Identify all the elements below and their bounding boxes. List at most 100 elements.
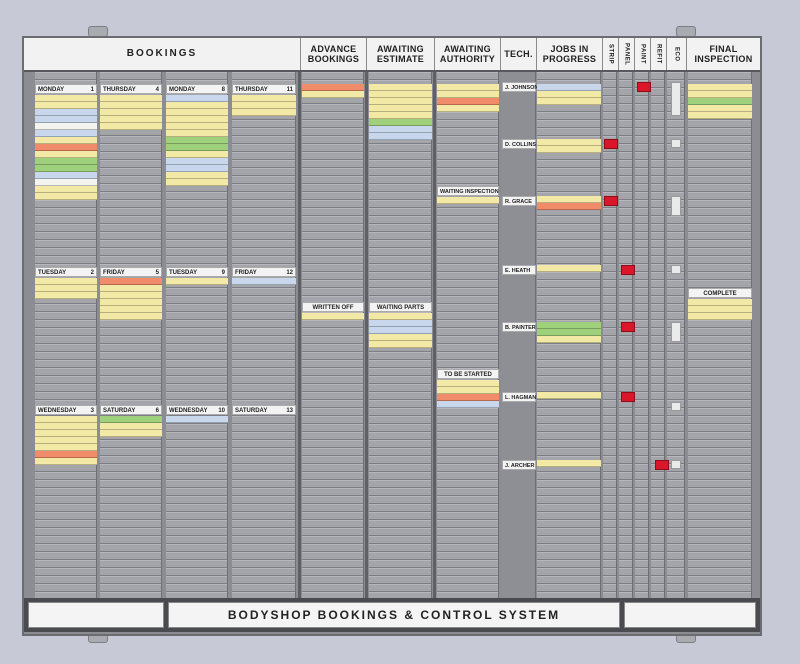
job-card[interactable]: [166, 172, 228, 179]
job-card[interactable]: [166, 151, 228, 158]
job-card[interactable]: [35, 193, 97, 200]
job-card[interactable]: [232, 109, 296, 116]
job-card[interactable]: [35, 123, 97, 130]
job-card[interactable]: [537, 336, 601, 343]
job-card[interactable]: [369, 119, 432, 126]
progress-tag[interactable]: [637, 82, 651, 92]
job-card[interactable]: [537, 196, 601, 203]
job-card[interactable]: [437, 197, 499, 204]
job-card[interactable]: [537, 460, 601, 467]
job-card[interactable]: [688, 112, 752, 119]
eco-tag[interactable]: [671, 402, 681, 411]
job-card[interactable]: [369, 327, 432, 334]
job-card[interactable]: [35, 451, 97, 458]
job-card[interactable]: [35, 95, 97, 102]
job-card[interactable]: [369, 105, 432, 112]
job-card[interactable]: [35, 292, 97, 299]
job-card[interactable]: [35, 423, 97, 430]
job-card[interactable]: [100, 116, 162, 123]
job-card[interactable]: [166, 130, 228, 137]
job-card[interactable]: [100, 285, 162, 292]
job-card[interactable]: [100, 313, 162, 320]
job-card[interactable]: [437, 91, 499, 98]
job-card[interactable]: [537, 392, 601, 399]
job-card[interactable]: [100, 299, 162, 306]
job-card[interactable]: [537, 203, 601, 210]
job-card[interactable]: [35, 285, 97, 292]
job-card[interactable]: [35, 186, 97, 193]
job-card[interactable]: [369, 341, 432, 348]
job-card[interactable]: [166, 109, 228, 116]
job-card[interactable]: [302, 91, 364, 98]
job-card[interactable]: [537, 265, 601, 272]
job-card[interactable]: [437, 98, 499, 105]
job-card[interactable]: [437, 380, 499, 387]
job-card[interactable]: [100, 306, 162, 313]
eco-tag[interactable]: [671, 139, 681, 148]
progress-tag[interactable]: [621, 265, 635, 275]
job-card[interactable]: [35, 416, 97, 423]
job-card[interactable]: [35, 102, 97, 109]
job-card[interactable]: [688, 84, 752, 91]
job-card[interactable]: [369, 91, 432, 98]
job-card[interactable]: [166, 179, 228, 186]
job-card[interactable]: [688, 91, 752, 98]
progress-tag[interactable]: [655, 460, 669, 470]
job-card[interactable]: [688, 105, 752, 112]
job-card[interactable]: [437, 105, 499, 112]
job-card[interactable]: [369, 112, 432, 119]
job-card[interactable]: [369, 84, 432, 91]
progress-tag[interactable]: [604, 139, 618, 149]
progress-tag[interactable]: [604, 196, 618, 206]
job-card[interactable]: [537, 322, 601, 329]
job-card[interactable]: [100, 423, 162, 430]
job-card[interactable]: [369, 320, 432, 327]
job-card[interactable]: [537, 91, 601, 98]
job-card[interactable]: [302, 313, 364, 320]
job-card[interactable]: [302, 84, 364, 91]
job-card[interactable]: [35, 430, 97, 437]
job-card[interactable]: [100, 109, 162, 116]
job-card[interactable]: [537, 98, 601, 105]
eco-tag[interactable]: [671, 82, 681, 116]
job-card[interactable]: [35, 158, 97, 165]
job-card[interactable]: [437, 401, 499, 408]
job-card[interactable]: [232, 102, 296, 109]
progress-tag[interactable]: [621, 322, 635, 332]
job-card[interactable]: [369, 334, 432, 341]
job-card[interactable]: [35, 144, 97, 151]
job-card[interactable]: [100, 123, 162, 130]
job-card[interactable]: [35, 116, 97, 123]
job-card[interactable]: [35, 109, 97, 116]
eco-tag[interactable]: [671, 196, 681, 216]
job-card[interactable]: [166, 95, 228, 102]
job-card[interactable]: [35, 165, 97, 172]
job-card[interactable]: [100, 102, 162, 109]
job-card[interactable]: [166, 123, 228, 130]
job-card[interactable]: [35, 130, 97, 137]
job-card[interactable]: [35, 458, 97, 465]
job-card[interactable]: [437, 394, 499, 401]
job-card[interactable]: [100, 278, 162, 285]
job-card[interactable]: [369, 126, 432, 133]
job-card[interactable]: [369, 313, 432, 320]
job-card[interactable]: [35, 278, 97, 285]
job-card[interactable]: [166, 144, 228, 151]
job-card[interactable]: [100, 292, 162, 299]
job-card[interactable]: [35, 137, 97, 144]
job-card[interactable]: [688, 299, 752, 306]
job-card[interactable]: [537, 146, 601, 153]
job-card[interactable]: [166, 165, 228, 172]
job-card[interactable]: [166, 102, 228, 109]
job-card[interactable]: [537, 329, 601, 336]
job-card[interactable]: [166, 278, 228, 285]
job-card[interactable]: [537, 139, 601, 146]
job-card[interactable]: [688, 306, 752, 313]
job-card[interactable]: [369, 98, 432, 105]
job-card[interactable]: [35, 151, 97, 158]
job-card[interactable]: [232, 95, 296, 102]
job-card[interactable]: [166, 137, 228, 144]
job-card[interactable]: [166, 158, 228, 165]
job-card[interactable]: [166, 416, 228, 423]
job-card[interactable]: [437, 387, 499, 394]
